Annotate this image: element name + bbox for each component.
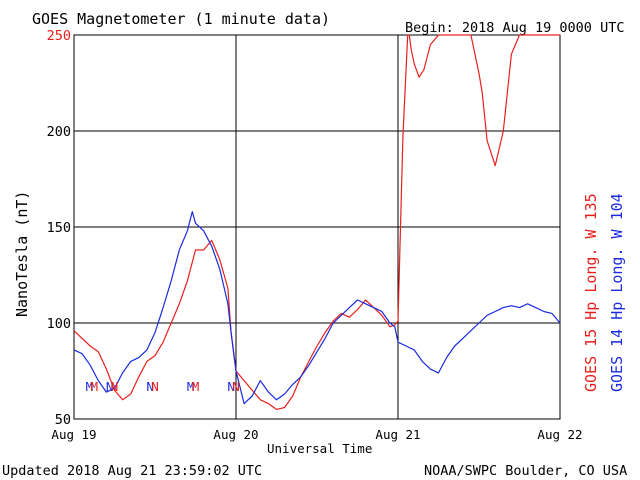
plot-frame — [73, 34, 561, 420]
x-axis-label: Universal Time — [267, 441, 372, 456]
y-axis-label: NanoTesla (nT) — [13, 191, 31, 317]
y-axis-ticks: 50 100 150 200 250 — [47, 28, 71, 428]
series-layer — [73, 34, 561, 410]
x-tick-label: Aug 21 — [375, 427, 420, 442]
begin-label: Begin: 2018 Aug 19 0000 UTC — [405, 20, 624, 36]
y-tick-label: 250 — [47, 28, 71, 44]
updated-timestamp: Updated 2018 Aug 21 23:59:02 UTC — [2, 463, 262, 479]
x-tick-label: Aug 19 — [51, 427, 96, 442]
series-line-goes-14 — [73, 211, 561, 405]
noon-midnight-marker: N — [106, 379, 114, 394]
x-tick-label: Aug 22 — [537, 427, 582, 442]
noon-midnight-marker: M — [86, 379, 94, 394]
noon-midnight-marker: N — [232, 379, 240, 394]
noon-midnight-marker: N — [151, 379, 159, 394]
source-label: NOAA/SWPC Boulder, CO USA — [424, 463, 627, 479]
y-tick-label: 100 — [47, 316, 71, 332]
noon-midnight-marker: N — [227, 379, 235, 394]
y-tick-label: 150 — [47, 220, 71, 236]
annotations-layer: MM NN NN MM NN — [86, 379, 240, 394]
chart-title: GOES Magnetometer (1 minute data) — [32, 10, 330, 28]
noon-midnight-marker: N — [146, 379, 154, 394]
legend-goes15: GOES 15 Hp Long. W 135 — [582, 193, 600, 392]
noon-midnight-marker: M — [187, 379, 195, 394]
y-tick-label: 200 — [47, 124, 71, 140]
series-line-goes-15 — [73, 34, 560, 410]
y-tick-label: 50 — [55, 412, 71, 428]
noon-midnight-marker: M — [192, 379, 200, 394]
noon-midnight-marker: N — [111, 379, 119, 394]
noon-midnight-marker: M — [90, 379, 98, 394]
x-tick-label: Aug 20 — [213, 427, 258, 442]
legend-goes14: GOES 14 Hp Long. W 104 — [608, 193, 626, 392]
x-axis-ticks: Aug 19 Aug 20 Aug 21 Aug 22 — [51, 427, 582, 442]
